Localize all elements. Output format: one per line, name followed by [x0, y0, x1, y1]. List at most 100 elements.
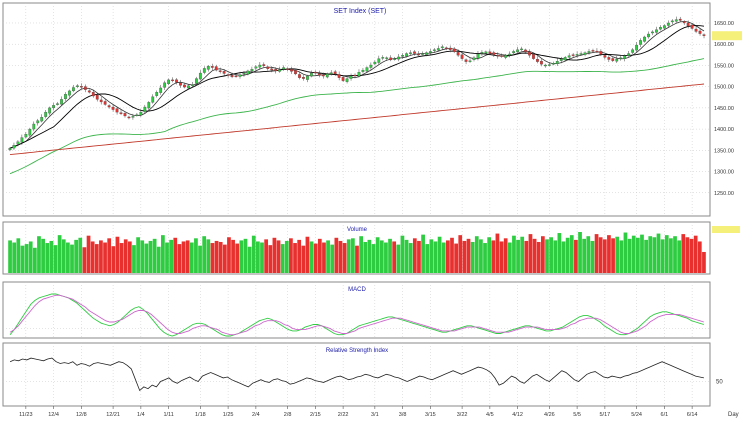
volume-bar [272, 237, 277, 273]
volume-bar [429, 239, 434, 273]
volume-bar [256, 241, 260, 273]
moving-average-line [9, 83, 705, 156]
candle-body [91, 92, 95, 97]
candle-body [131, 116, 135, 118]
candle-body [36, 120, 40, 124]
volume-bar [214, 240, 219, 273]
volume-bar [235, 243, 240, 273]
candle-body [274, 68, 278, 72]
x-tick-label: 5/24 [631, 412, 642, 418]
candle-body [417, 53, 420, 56]
volume-bar [61, 239, 66, 273]
candle-body [206, 66, 210, 70]
price-tick-label: 1250.00 [714, 191, 734, 197]
candle-body [627, 53, 631, 56]
candle-body [456, 52, 460, 56]
candle-body [40, 117, 44, 122]
candle-body [171, 79, 174, 82]
volume-bar [627, 238, 632, 273]
x-tick-label: 1/4 [137, 412, 145, 418]
volume-bar [524, 240, 529, 273]
candle-body [536, 58, 539, 62]
volume-bar [483, 243, 487, 273]
candle-body [155, 92, 159, 96]
x-tick-label: 3/15 [425, 412, 436, 418]
volume-bar [28, 241, 33, 273]
candle-body [555, 61, 559, 64]
x-tick-label: 4/26 [544, 412, 555, 418]
volume-bar [549, 237, 553, 273]
volume-bar [359, 236, 363, 273]
candle-body [682, 21, 686, 24]
volume-bar [590, 240, 595, 273]
volume-bar [148, 240, 153, 273]
volume-bar [334, 237, 339, 273]
volume-bar [445, 240, 450, 273]
candle-body [107, 105, 111, 108]
price-y-axis: 1250.00 1300.00 1350.00 1400.00 1450.00 1500.… [714, 21, 734, 197]
candle-body [385, 57, 389, 59]
candle-body [317, 73, 321, 76]
candle-body [655, 29, 658, 33]
candle-body [468, 60, 472, 62]
volume-bar [379, 240, 384, 273]
volume-bar [268, 245, 273, 273]
volume-bar [313, 243, 318, 273]
moving-averages [9, 20, 705, 175]
candle-body [448, 47, 452, 50]
candle-body [179, 82, 182, 86]
volume-bar [623, 232, 628, 273]
volume-bar [119, 243, 124, 273]
candle-body [496, 55, 500, 57]
volume-bar [479, 239, 483, 273]
volume-bar [441, 242, 446, 273]
volume-bar [301, 245, 306, 273]
x-tick-label: 3/8 [399, 412, 407, 418]
candle-body [444, 47, 448, 49]
price-tick-label: 1300.00 [714, 170, 734, 176]
candle-body [238, 74, 242, 77]
candle-body [436, 48, 440, 51]
candle-body [460, 54, 464, 59]
candle-body [381, 57, 385, 59]
volume-bar [450, 237, 454, 273]
candle-body [163, 82, 167, 88]
volume-bar [702, 251, 706, 273]
price-tick-label: 1600.00 [714, 42, 734, 48]
volume-bar [371, 244, 376, 273]
volume-bar [78, 237, 83, 273]
candle-body [151, 96, 155, 103]
volume-bar [127, 241, 132, 273]
volume-bar [41, 238, 45, 273]
candle-body [95, 94, 99, 100]
volume-bar [495, 233, 500, 273]
candle-body [405, 53, 408, 57]
candle-body [282, 67, 286, 70]
volume-bar [231, 239, 235, 273]
candle-body [333, 71, 337, 75]
candle-body [666, 22, 670, 26]
candle-body [79, 86, 83, 88]
candle-body [119, 112, 123, 114]
candle-body [321, 74, 325, 77]
candle-body [337, 74, 341, 78]
volume-bar [458, 235, 463, 273]
candle-body [8, 148, 12, 151]
volume-bar [140, 240, 145, 273]
candle-body [480, 52, 484, 54]
volume-bar [123, 239, 128, 273]
candle-body [369, 64, 373, 68]
candle-body [127, 116, 131, 119]
candle-body [603, 55, 607, 58]
candle-body [24, 134, 28, 138]
volume-bar [32, 247, 37, 273]
volume-tag [712, 226, 740, 233]
volume-bar [412, 238, 417, 273]
volume-bar [144, 243, 149, 273]
volume-bar [322, 242, 326, 273]
volume-bar [297, 239, 302, 273]
volume-bar [264, 239, 269, 273]
candle-body [595, 50, 599, 53]
